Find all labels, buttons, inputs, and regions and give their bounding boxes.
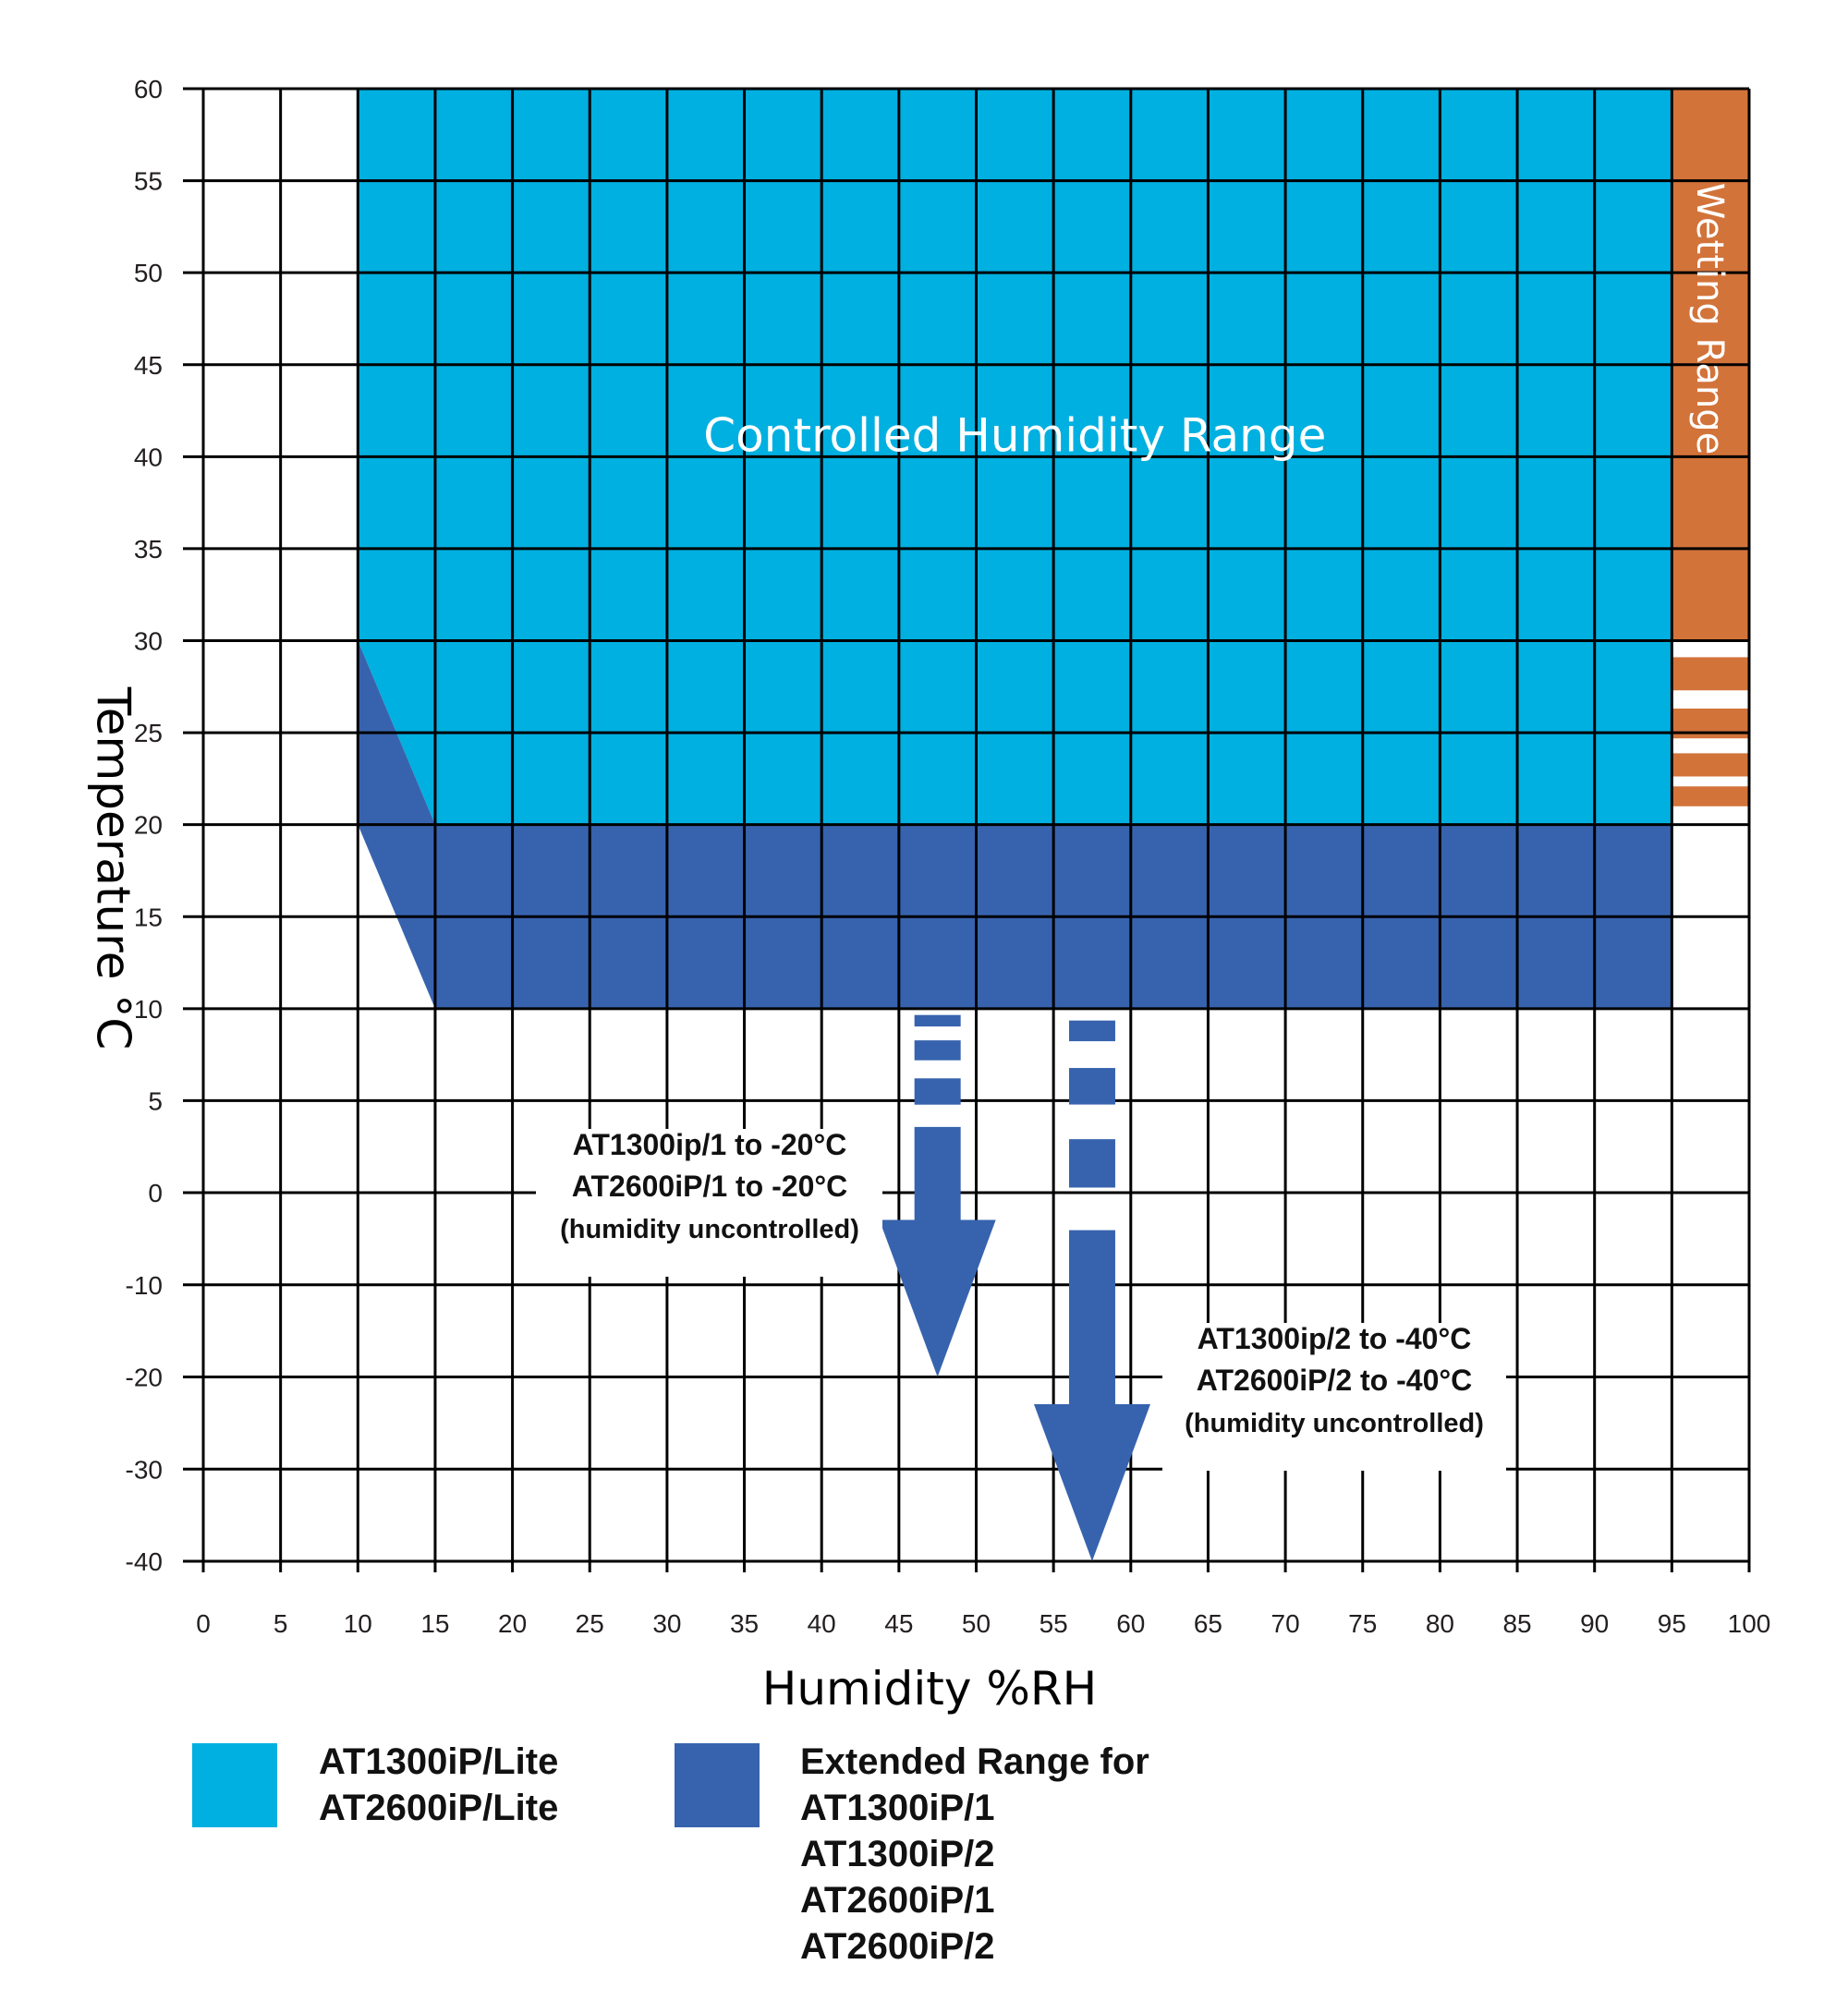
x-tick-label: 75 (1348, 1609, 1377, 1638)
y-tick-label: 5 (148, 1086, 163, 1115)
y-tick-label: 15 (134, 903, 163, 931)
x-tick-label: 30 (652, 1609, 681, 1638)
legend: AT1300iP/Lite AT2600iP/Lite Extended Range… (192, 1741, 1149, 1967)
legend-label-line: AT2600iP/1 (800, 1880, 995, 1921)
label-layer: Controlled Humidity Range Wetting Range … (87, 183, 1732, 1716)
wetting-range-label: Wetting Range (1688, 183, 1731, 455)
wetting-range-dash (1672, 657, 1749, 691)
arrow-shaft (1068, 1230, 1115, 1405)
x-tick-label: 45 (884, 1609, 913, 1638)
x-tick-label: 100 (1728, 1609, 1771, 1638)
legend-label-line: AT1300iP/1 (800, 1788, 995, 1828)
x-tick-label: 5 (274, 1609, 288, 1638)
legend-label-line: AT2600iP/Lite (319, 1788, 558, 1828)
legend-swatch (675, 1743, 760, 1827)
y-tick-label: 20 (134, 811, 163, 840)
x-tick-label: 20 (498, 1609, 527, 1638)
annotation-box (536, 1129, 882, 1277)
legend-label-line: AT1300iP/Lite (319, 1741, 558, 1782)
x-tick-label: 25 (576, 1609, 604, 1638)
x-tick-label: 10 (344, 1609, 372, 1638)
arrow-annotation-line: AT2600iP/1 to -20°C (572, 1170, 848, 1203)
x-tick-label: 35 (730, 1609, 759, 1638)
arrow-annotation-line: AT1300ip/1 to -20°C (573, 1128, 847, 1161)
arrow-shaft (914, 1014, 961, 1027)
x-tick-label: 70 (1271, 1609, 1300, 1638)
x-tick-label: 90 (1580, 1609, 1609, 1638)
y-tick-label: -30 (126, 1455, 163, 1484)
y-tick-label: 40 (134, 443, 163, 471)
wetting-range-dash (1672, 753, 1749, 777)
annotation-box (1162, 1323, 1506, 1471)
arrow-annotation-line: (humidity uncontrolled) (1185, 1409, 1484, 1438)
x-tick-label: 60 (1116, 1609, 1145, 1638)
arrow-annotation-line: (humidity uncontrolled) (560, 1215, 859, 1244)
arrow-shaft (914, 1126, 961, 1221)
arrow-layer (879, 1014, 1150, 1561)
y-tick-label: 35 (134, 535, 163, 564)
arrow-shaft (1068, 1068, 1115, 1105)
x-tick-label: 50 (962, 1609, 991, 1638)
x-tick-label: 95 (1658, 1609, 1686, 1638)
arrow-shaft (1068, 1020, 1115, 1042)
y-tick-label: -10 (126, 1271, 163, 1300)
y-tick-label: 30 (134, 627, 163, 656)
y-tick-label: 55 (134, 167, 163, 196)
y-tick-label: 50 (134, 259, 163, 287)
arrow-annotation-line: AT1300ip/2 to -40°C (1198, 1322, 1472, 1355)
arrow-head (1033, 1404, 1150, 1561)
arrow-annotation-line: AT2600iP/2 to -40°C (1197, 1364, 1473, 1397)
arrow-shaft (1068, 1139, 1115, 1188)
x-tick-label: 85 (1502, 1609, 1531, 1638)
y-tick-label: 0 (148, 1179, 163, 1207)
y-tick-label: 60 (134, 75, 163, 103)
legend-label-line: Extended Range for (800, 1741, 1149, 1782)
x-tick-label: 0 (196, 1609, 211, 1638)
y-tick-label: 25 (134, 719, 163, 747)
arrow-head (879, 1219, 996, 1377)
legend-label-line: AT1300iP/2 (800, 1834, 995, 1874)
legend-label-line: AT2600iP/2 (800, 1926, 995, 1967)
y-tick-label: 45 (134, 351, 163, 380)
arrow-shaft (914, 1040, 961, 1061)
y-tick-label: -20 (126, 1364, 163, 1392)
x-tick-label: 80 (1426, 1609, 1454, 1638)
x-axis-label: Humidity %RH (762, 1662, 1097, 1716)
x-tick-labels: 0 5 10 15 20 25 30 35 40 45 50 55 60 65 70 75 80 85 90 95 10… (196, 1609, 1770, 1638)
annotation-layer: AT1300ip/1 to -20°C AT2600iP/1 to -20°C (h… (536, 1128, 1506, 1471)
legend-swatch (192, 1743, 277, 1827)
y-axis-label: Temperature °C (87, 686, 140, 1050)
controlled-humidity-range-label: Controlled Humidity Range (703, 408, 1326, 462)
arrow-shaft (914, 1078, 961, 1105)
y-tick-label: 10 (134, 995, 163, 1024)
x-tick-label: 40 (808, 1609, 836, 1638)
x-tick-label: 55 (1040, 1609, 1068, 1638)
x-tick-label: 65 (1194, 1609, 1222, 1638)
y-tick-label: -40 (126, 1547, 163, 1576)
x-tick-label: 15 (420, 1609, 449, 1638)
wetting-range-dash (1672, 786, 1749, 806)
